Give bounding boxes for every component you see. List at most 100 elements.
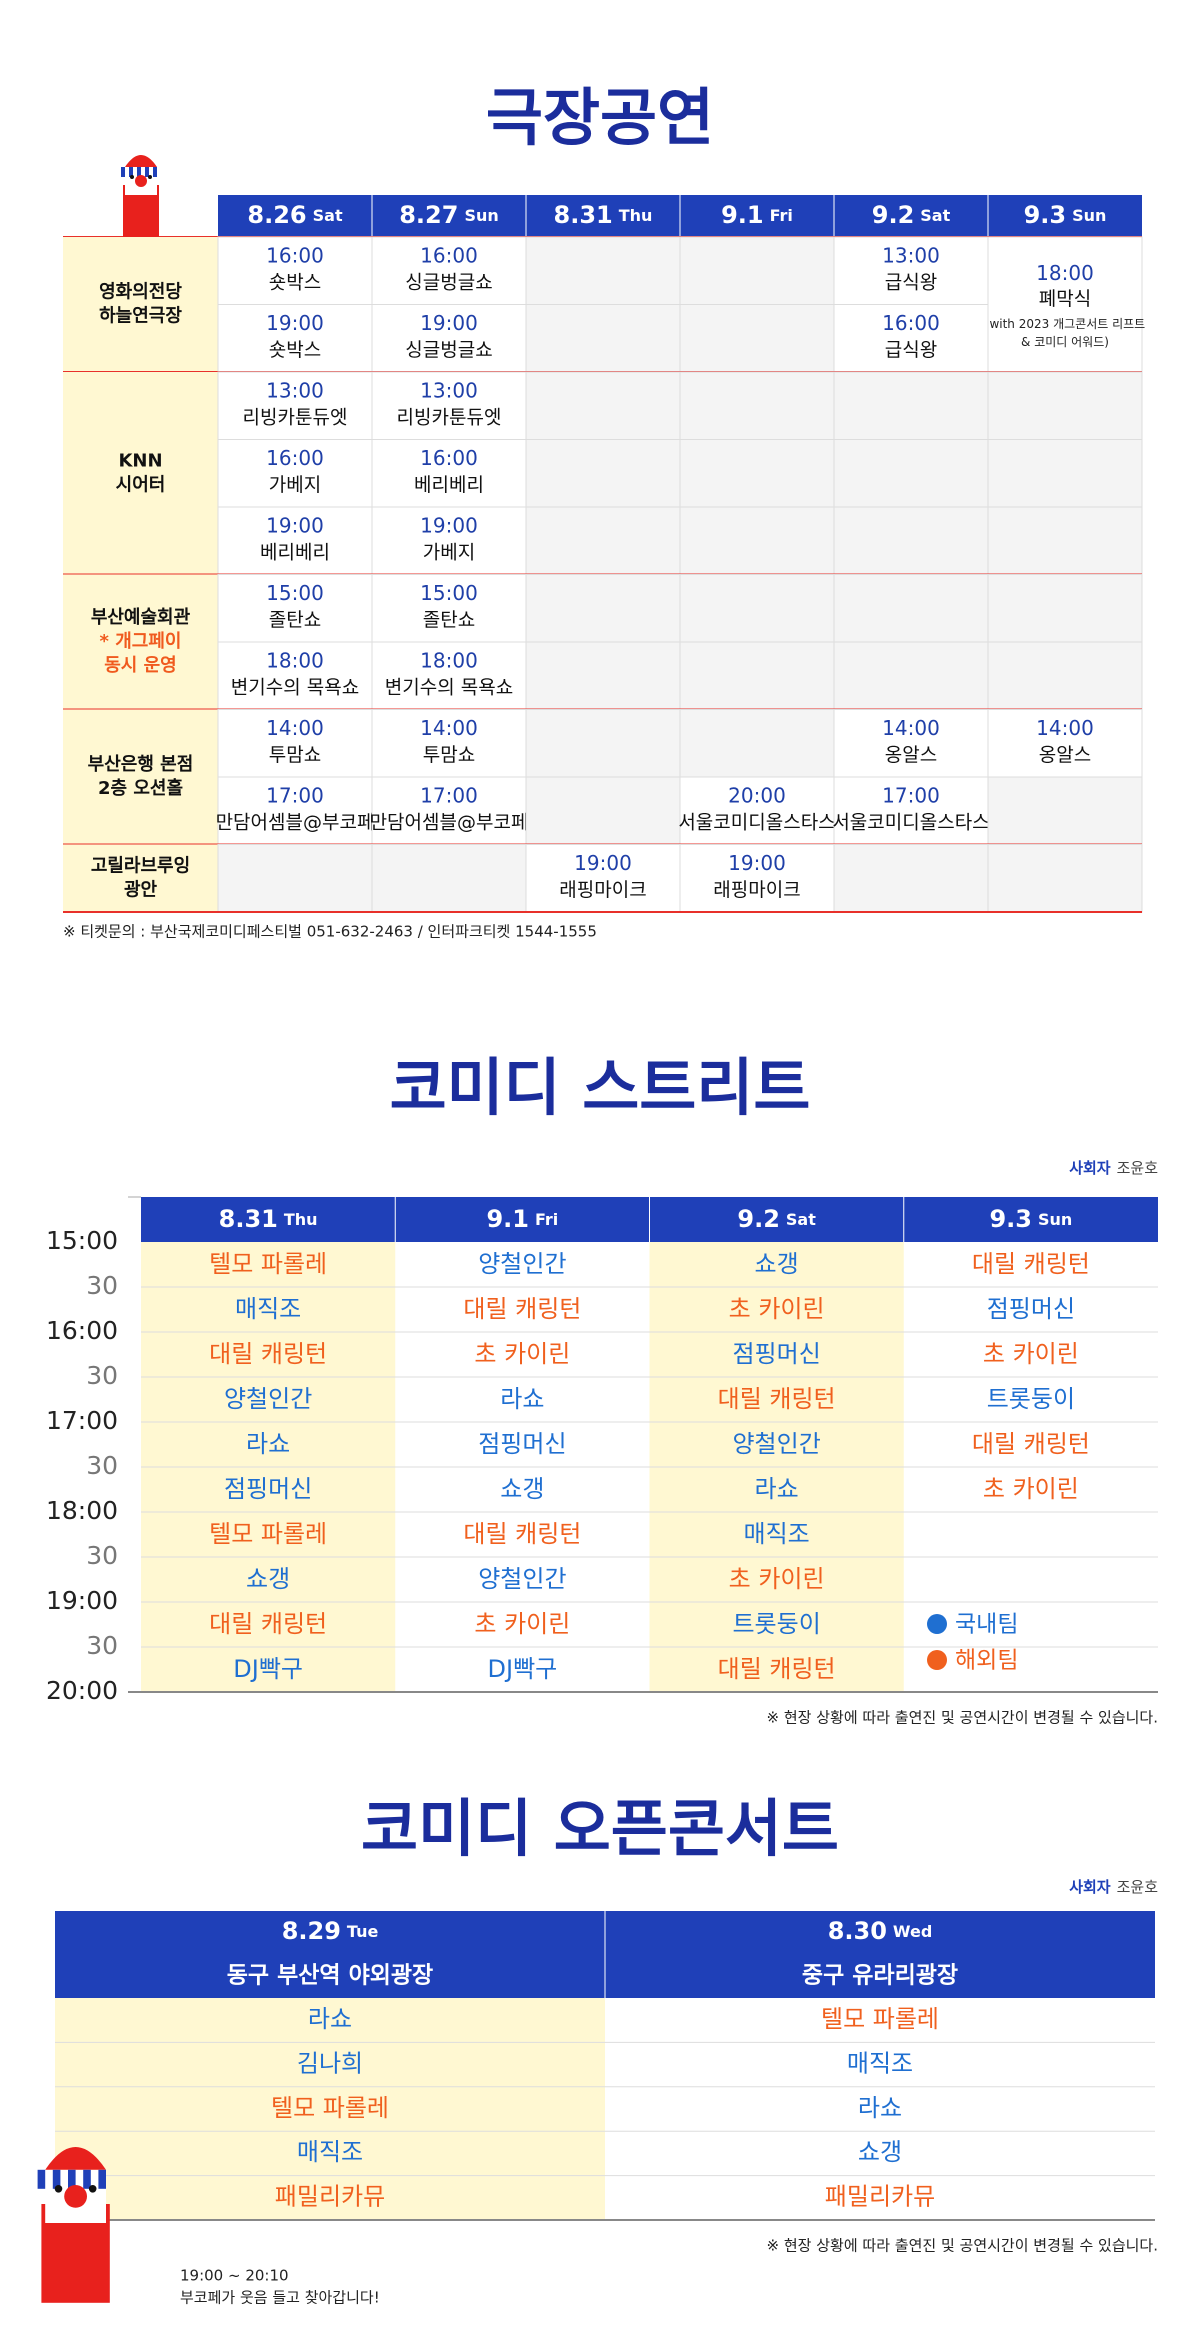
empty-cell [525, 506, 681, 575]
show-cell [833, 709, 989, 778]
date-header: 9.2 Sat [737, 1205, 816, 1233]
empty-cell [525, 371, 681, 440]
act: 초 카이린 [983, 1475, 1079, 1503]
show-name: 변기수의 목욕쇼 [231, 677, 359, 699]
show-name: 리빙카툰듀엣 [243, 407, 348, 429]
date-header: 8.27 Sun [399, 201, 499, 229]
weekday: Sat [786, 1210, 816, 1229]
show-name: 가베지 [423, 542, 475, 564]
show-time: 13:00 [882, 244, 940, 268]
host-label: 사회자 [1069, 1159, 1111, 1177]
act: 쇼갱 [246, 1565, 290, 1593]
weekday: Thu [619, 206, 653, 225]
show-time: 19:00 [266, 311, 324, 335]
empty-cell [679, 709, 835, 778]
show-time: 20:00 [728, 784, 786, 808]
act: DJ빡구 [488, 1655, 558, 1683]
act: 양철인간 [224, 1385, 312, 1413]
show-name: 베리베리 [414, 474, 484, 496]
empty-cell [525, 776, 681, 845]
act: 양철인간 [478, 1565, 566, 1593]
show-name: 서울코미디올스타스 [678, 812, 835, 834]
time-label: 20:00 [46, 1676, 118, 1705]
legend-dot [927, 1650, 947, 1670]
weekday: Sun [464, 206, 498, 225]
act: 양철인간 [478, 1250, 566, 1278]
venue-cell [63, 844, 218, 912]
mascot-band [153, 167, 157, 177]
date-header: 8.26 Sat [247, 201, 343, 229]
footnote: ※ 현장 상황에 따라 출연진 및 공연시간이 변경될 수 있습니다. [767, 2237, 1158, 2255]
act: 점핑머신 [224, 1475, 312, 1503]
show-cell [833, 304, 989, 373]
show-name: 래핑마이크 [559, 879, 646, 901]
show-cell [217, 641, 373, 710]
venue-cell [63, 574, 218, 710]
section-title: 코미디 오픈콘서트 [361, 1792, 839, 1865]
show-cell [217, 776, 373, 845]
time-label: 30 [86, 1361, 118, 1390]
date: 8.31 [219, 1205, 278, 1233]
act: 라쇼 [500, 1385, 544, 1413]
mascot-hat [45, 2147, 106, 2170]
mascot [121, 155, 159, 237]
show-cell [833, 776, 989, 845]
show-cell [217, 371, 373, 440]
empty-cell [679, 304, 835, 373]
show-time: 17:00 [266, 784, 324, 808]
date-header: 9.1 Fri [721, 201, 793, 229]
mascot-band [98, 2169, 106, 2189]
date: 9.1 [721, 201, 764, 229]
show-name: 싱글벙글쇼 [405, 339, 492, 361]
show-name: 폐막식 [1039, 288, 1091, 310]
act: 라쇼 [308, 2005, 352, 2033]
date: 9.2 [872, 201, 915, 229]
empty-cell [679, 641, 835, 710]
weekday: Sat [313, 206, 343, 225]
show-name: 가베지 [269, 474, 321, 496]
host: 사회자 조윤호 [1069, 1159, 1158, 1177]
act: 쇼갱 [755, 1250, 799, 1278]
column-shade [55, 1998, 605, 2220]
empty-cell [371, 844, 527, 913]
act: 쇼갱 [500, 1475, 544, 1503]
act: 텔모 파롤레 [209, 1520, 327, 1548]
show-name: 만담어셈블@부코페 [370, 812, 529, 834]
show-cell [217, 236, 373, 305]
mascot-band [129, 167, 133, 177]
date-header: 8.31 Thu [219, 1205, 318, 1233]
show-name: 숏박스 [269, 339, 321, 361]
act: 패밀리카뮤 [825, 2183, 935, 2211]
legend-label: 국내팀 [955, 1612, 1018, 1638]
mascot-eye [148, 175, 152, 179]
act: 양철인간 [732, 1430, 820, 1458]
act: 라쇼 [246, 1430, 290, 1458]
venue-cell [63, 372, 218, 575]
date-header: 9.3 Sun [1024, 201, 1107, 229]
venue-cell [63, 709, 218, 845]
show-name: 투맘쇼 [423, 744, 475, 766]
act: 초 카이린 [474, 1610, 570, 1638]
time-label: 30 [86, 1271, 118, 1300]
show-time: 16:00 [266, 446, 324, 470]
show-name: 옹알스 [885, 744, 937, 766]
show-time: 13:00 [266, 379, 324, 403]
show-note: (with 2023 개그콘서트 리프트 [985, 317, 1145, 331]
time-label: 19:00 [46, 1586, 118, 1615]
show-name: 옹알스 [1039, 744, 1091, 766]
date-header: 9.3 Sun [989, 1205, 1072, 1233]
show-time: 13:00 [420, 379, 478, 403]
show-time: 18:00 [420, 649, 478, 673]
show-time: 16:00 [882, 311, 940, 335]
time-label: 16:00 [46, 1316, 118, 1345]
empty-cell [987, 574, 1143, 643]
date: 9.3 [989, 1205, 1032, 1233]
place: 동구 부산역 야외광장 [227, 1963, 433, 1989]
show-name: 서울코미디올스타스 [832, 812, 989, 834]
date: 8.30 [828, 1917, 887, 1945]
show-time: 16:00 [420, 446, 478, 470]
show-time: 17:00 [882, 784, 940, 808]
empty-cell [833, 439, 989, 508]
date: 9.1 [486, 1205, 529, 1233]
